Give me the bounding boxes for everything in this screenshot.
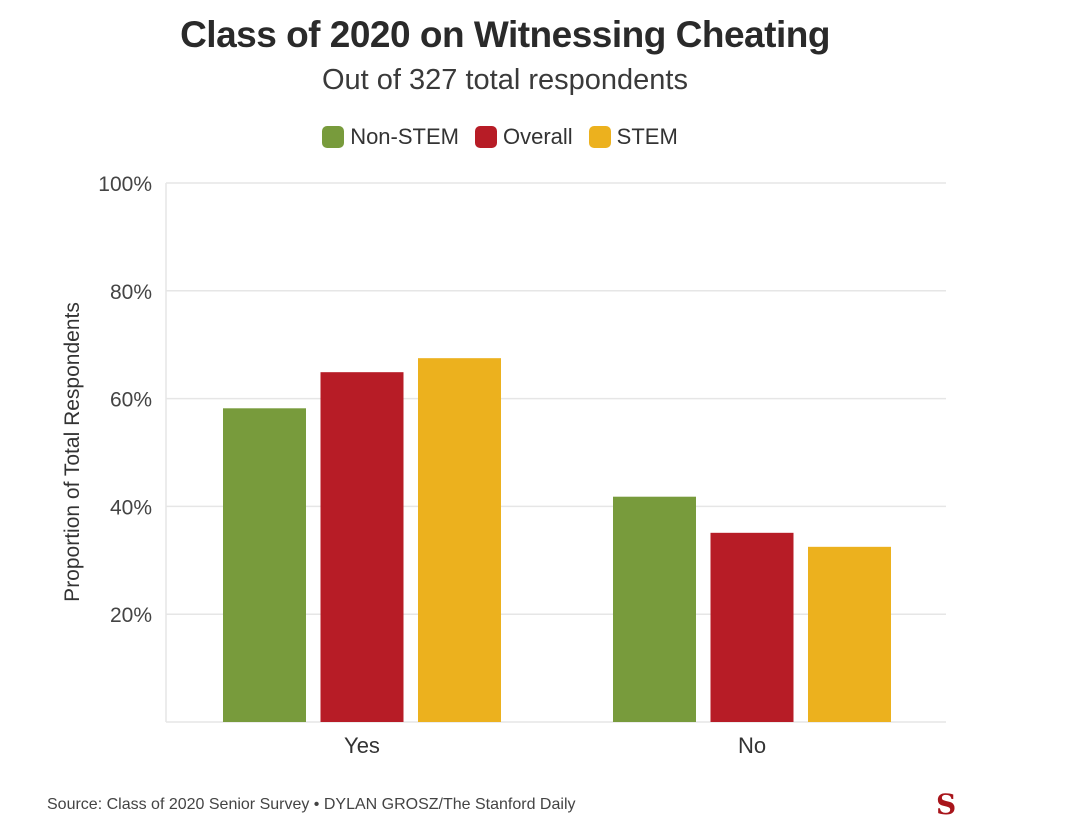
y-axis-label: Proportion of Total Respondents — [61, 302, 84, 602]
x-tick-label-yes: Yes — [344, 733, 380, 758]
bar-no-stem — [808, 546, 891, 722]
legend-item-overall: Overall — [474, 124, 573, 150]
legend-swatch-stem — [588, 126, 611, 148]
stanford-daily-logo-icon: S — [936, 788, 957, 821]
legend-item-non-stem: Non-STEM — [322, 124, 459, 150]
legend-swatch-non-stem — [322, 126, 345, 148]
y-tick-label-60: 60% — [110, 389, 152, 412]
bar-no-overall — [710, 532, 794, 722]
y-tick-label-100: 100% — [98, 173, 152, 196]
legend-label-stem: STEM — [616, 124, 678, 149]
legend-item-stem: STEM — [588, 124, 678, 150]
bar-yes-non-stem — [223, 408, 306, 722]
bar-yes-stem — [418, 358, 501, 722]
x-tick-label-no: No — [738, 733, 766, 758]
legend-swatch-overall — [474, 126, 497, 148]
y-tick-label-40: 40% — [110, 496, 152, 519]
bar-no-non-stem — [613, 496, 696, 722]
chart-subtitle: Out of 327 total respondents — [322, 64, 688, 96]
chart-legend: Non-STEM Overall STEM — [0, 124, 1000, 150]
source-footer: Source: Class of 2020 Senior Survey • DY… — [47, 796, 576, 813]
tick-layer: 20% 40% 60% 80% 100% Yes No — [98, 173, 766, 758]
chart-title: Class of 2020 on Witnessing Cheating — [180, 14, 830, 55]
legend-label-non-stem: Non-STEM — [350, 124, 459, 149]
bar-layer — [223, 358, 891, 722]
y-tick-label-80: 80% — [110, 281, 152, 304]
y-tick-label-20: 20% — [110, 604, 152, 627]
bar-yes-overall — [320, 372, 404, 722]
legend-label-overall: Overall — [502, 124, 573, 149]
